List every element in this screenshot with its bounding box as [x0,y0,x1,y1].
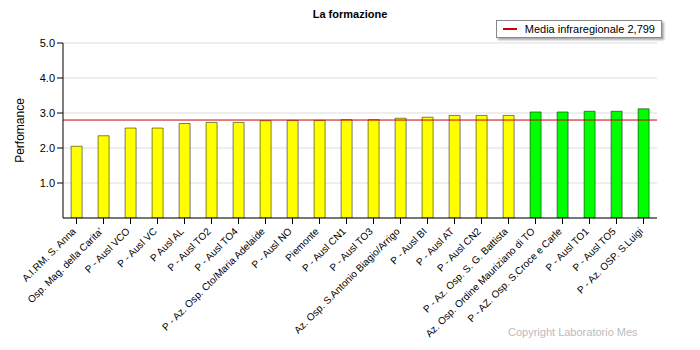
svg-text:Piemonte: Piemonte [283,225,321,264]
svg-text:5.0: 5.0 [40,37,55,49]
svg-text:2.0: 2.0 [40,142,55,154]
svg-text:P - Ausl TO4: P - Ausl TO4 [192,225,240,274]
svg-text:P - Ausl TO2: P - Ausl TO2 [165,225,213,274]
svg-text:P - Ausl CN2: P - Ausl CN2 [434,225,483,274]
svg-text:P - Ausl TO5: P - Ausl TO5 [570,225,618,274]
svg-text:Az. Osp. S.Antonio Biagio/Arri: Az. Osp. S.Antonio Biagio/Arrigo [292,225,402,335]
svg-text:P - Ausl AT: P - Ausl AT [413,225,456,268]
svg-text:P - Az. OSP. S.Luigi: P - Az. OSP. S.Luigi [575,226,645,296]
html-text:Copyright Laboratorio Mes: Copyright Laboratorio Mes [508,326,638,338]
svg-text:P - Ausl VC: P - Ausl VC [115,226,159,270]
svg-text:Osp. Mag. della Carita': Osp. Mag. della Carita' [25,225,105,306]
svg-text:P Ausl AL: P Ausl AL [148,225,186,264]
svg-text:P - Ausl TO1: P - Ausl TO1 [543,225,591,274]
svg-text:A.I.RM. S. Anna: A.I.RM. S. Anna [19,225,78,284]
svg-text:P - Ausl NO: P - Ausl NO [249,225,294,270]
svg-text:4.0: 4.0 [40,72,55,84]
html-text:La formazione: La formazione [312,8,388,20]
svg-text:P - Ausl CN1: P - Ausl CN1 [299,225,348,274]
svg-text:P - AZ. Osp. S.Croce e Carle: P - AZ. Osp. S.Croce e Carle [465,225,564,324]
svg-text:1.0: 1.0 [40,177,55,189]
svg-text:Perfomance: Perfomance [13,98,27,163]
svg-text:P - Az. Osp. S. G. Battista: P - Az. Osp. S. G. Battista [420,225,510,315]
html-text:Media infraregionale 2,799: Media infraregionale 2,799 [524,23,655,35]
svg-text:P - Ausl VCO: P - Ausl VCO [82,225,132,275]
svg-text:3.0: 3.0 [40,107,55,119]
svg-text:P - Ausl TO3: P - Ausl TO3 [327,225,375,274]
svg-text:Az. Osp. Ordine Mauriziano di: Az. Osp. Ordine Mauriziano di TO [423,225,537,339]
svg-text:P - Ausl BI: P - Ausl BI [388,225,429,267]
svg-text:P - Az. Osp. Cto/Maria Adelaid: P - Az. Osp. Cto/Maria Adelaide [160,225,267,332]
